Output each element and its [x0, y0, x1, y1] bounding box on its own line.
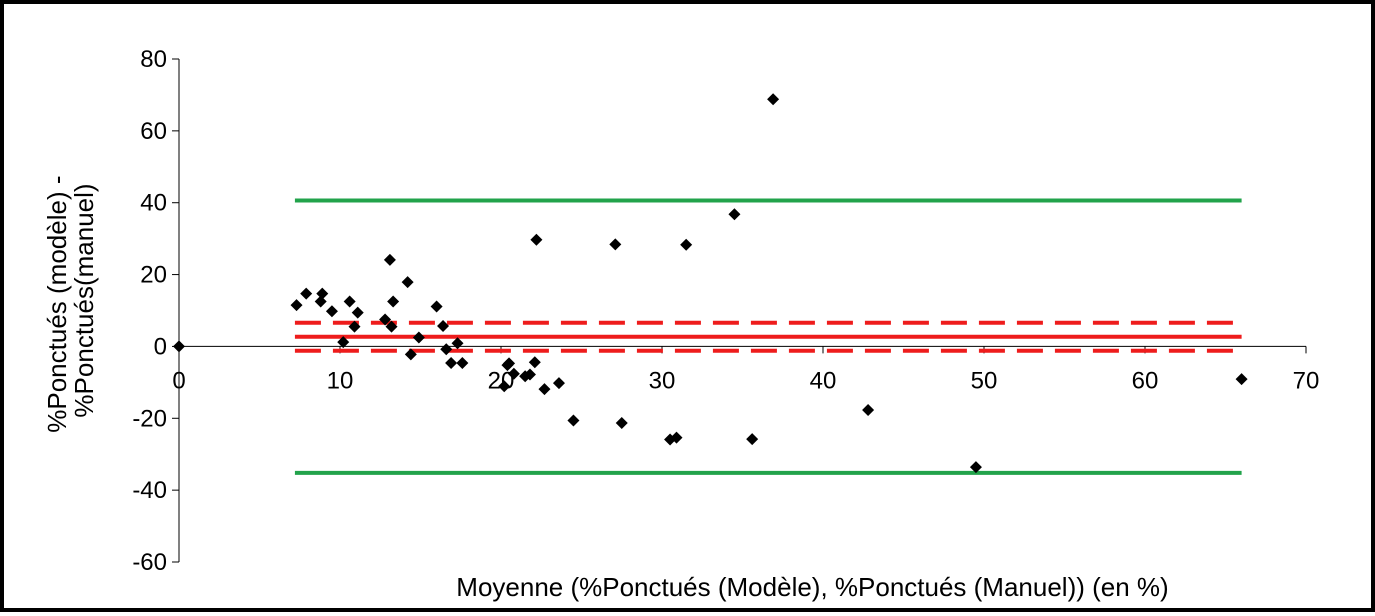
data-point [290, 299, 303, 312]
x-axis-title: Moyenne (%Ponctués (Modèle), %Ponctués (… [456, 572, 1168, 602]
x-tick-label: 70 [1293, 367, 1320, 394]
y-axis-title-line-1: %Ponctués (modèle) - [42, 176, 72, 433]
data-point [440, 343, 453, 356]
data-point [507, 367, 520, 380]
x-tick-label: 40 [810, 367, 837, 394]
data-point [498, 380, 511, 393]
data-point [530, 233, 543, 246]
data-point [343, 295, 356, 308]
data-point [523, 368, 536, 381]
data-point [401, 276, 414, 289]
data-point [969, 461, 982, 474]
data-point [387, 295, 400, 308]
data-point [456, 356, 469, 369]
reference-lines [294, 198, 1242, 475]
data-point [379, 313, 392, 326]
data-point [445, 356, 458, 369]
y-tick-label: 40 [140, 190, 167, 217]
y-tick-label: -60 [132, 549, 167, 576]
data-point [337, 336, 350, 349]
data-point [862, 404, 875, 417]
x-tick-label: 0 [172, 367, 185, 394]
data-point [767, 93, 780, 106]
x-tick-label: 50 [971, 367, 998, 394]
data-point [385, 320, 398, 333]
data-point [383, 253, 396, 266]
y-axis-title-line-2: %Ponctués(manuel) [69, 183, 99, 417]
y-axis-title: %Ponctués (modèle) - %Ponctués(manuel) [42, 168, 99, 432]
data-point [430, 300, 443, 313]
y-tick-label: 0 [154, 333, 167, 360]
axes [172, 58, 1307, 563]
data-point [503, 357, 516, 370]
data-point [314, 295, 327, 308]
x-tick-label: 60 [1132, 367, 1159, 394]
data-point [173, 340, 185, 353]
data-point [316, 287, 329, 300]
y-tick-label: -20 [132, 405, 167, 432]
data-point [670, 431, 683, 444]
data-point [567, 414, 580, 427]
data-point [528, 356, 541, 369]
x-tick-label: 30 [649, 367, 676, 394]
data-point [451, 337, 464, 350]
y-tick-label: 80 [140, 46, 167, 73]
data-point [728, 208, 741, 221]
data-point [412, 331, 425, 344]
data-points [173, 93, 1248, 474]
data-point [348, 320, 361, 333]
y-tick-label: 60 [140, 118, 167, 145]
x-tick-label: 20 [488, 367, 515, 394]
y-tick-label: 20 [140, 262, 167, 289]
data-point [746, 433, 759, 446]
data-point [609, 238, 622, 251]
data-point [552, 377, 565, 390]
data-point [615, 416, 628, 429]
data-point [680, 238, 693, 251]
data-point [437, 319, 450, 332]
data-point [538, 383, 551, 396]
data-point [351, 306, 364, 319]
y-tick-label: -40 [132, 477, 167, 504]
data-point [1235, 373, 1248, 386]
data-point [404, 348, 417, 361]
data-point [325, 305, 338, 318]
data-point [300, 287, 313, 300]
x-tick-label: 10 [327, 367, 354, 394]
